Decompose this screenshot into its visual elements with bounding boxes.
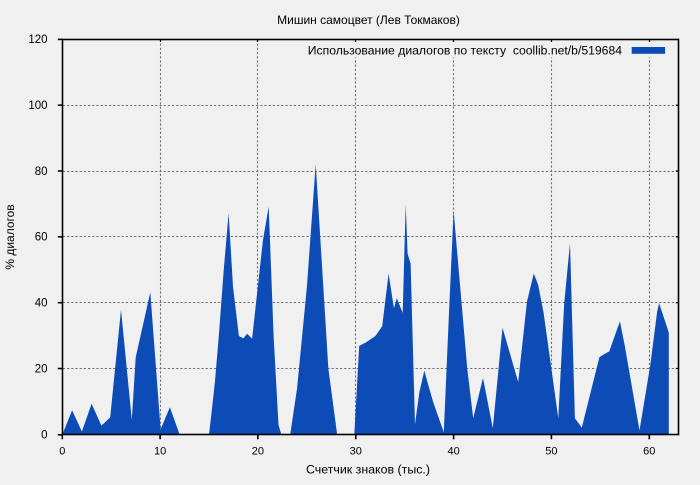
svg-text:50: 50	[545, 446, 557, 458]
svg-text:80: 80	[35, 166, 48, 178]
svg-text:10: 10	[154, 446, 166, 458]
svg-text:0: 0	[41, 430, 47, 442]
svg-text:60: 60	[643, 446, 655, 458]
svg-text:0: 0	[59, 446, 65, 458]
svg-text:Мишин самоцвет (Лев Токмаков): Мишин самоцвет (Лев Токмаков)	[277, 13, 460, 27]
svg-text:120: 120	[28, 34, 47, 46]
svg-text:40: 40	[447, 446, 459, 458]
svg-text:20: 20	[35, 363, 48, 375]
svg-text:30: 30	[350, 446, 362, 458]
svg-text:20: 20	[252, 446, 264, 458]
svg-text:60: 60	[35, 232, 48, 244]
svg-text:% диалогов: % диалогов	[3, 204, 17, 269]
svg-text:40: 40	[35, 298, 48, 310]
svg-text:Использование диалогов по текс: Использование диалогов по тексту coollib…	[308, 43, 622, 57]
svg-text:Счетчик знаков (тыс.): Счетчик знаков (тыс.)	[306, 463, 430, 477]
svg-text:100: 100	[28, 100, 47, 112]
